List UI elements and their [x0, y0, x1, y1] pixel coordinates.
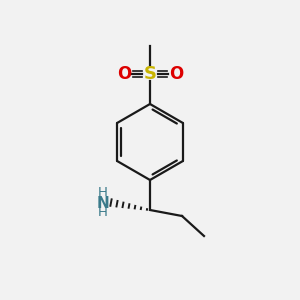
Text: S: S — [143, 65, 157, 83]
Text: N: N — [97, 196, 110, 211]
Text: O: O — [117, 65, 131, 83]
Text: O: O — [169, 65, 183, 83]
Text: H: H — [98, 187, 108, 200]
Text: H: H — [98, 206, 108, 220]
